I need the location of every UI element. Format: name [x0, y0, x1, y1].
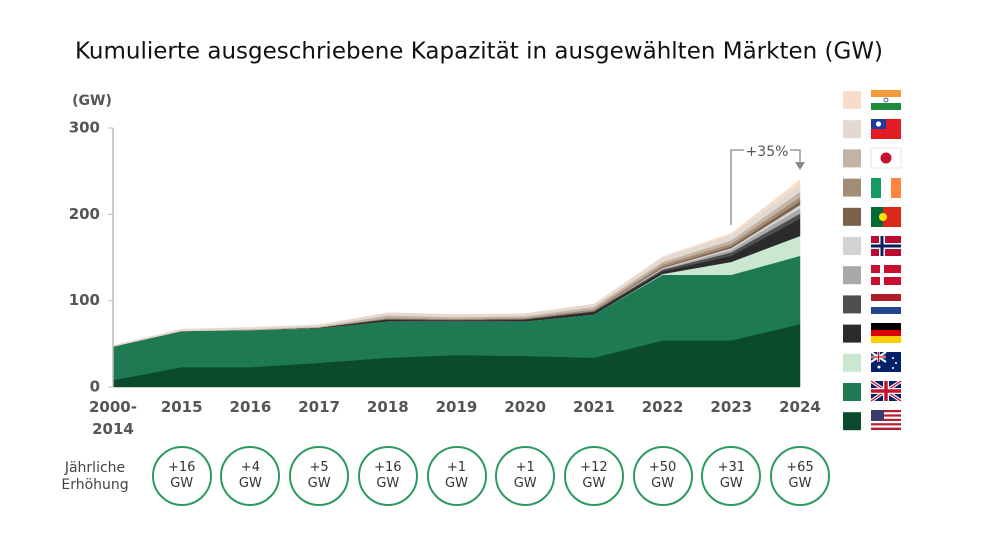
legend-swatch [843, 91, 861, 109]
flag-netherlands [871, 294, 901, 314]
annual-increase: +50 GW [632, 446, 693, 506]
y-tick-label: 0 [90, 378, 100, 396]
flag-india [871, 90, 901, 110]
legend-swatch [843, 207, 861, 226]
x-tick-label: 2021 [573, 398, 615, 416]
legend-swatch [843, 353, 861, 372]
annotation-arrow [795, 162, 805, 170]
chart-title: Kumulierte ausgeschriebene Kapazität in … [75, 39, 883, 65]
flag-taiwan [871, 119, 901, 139]
y-axis-label: (GW) [72, 93, 112, 109]
legend-swatch [843, 324, 861, 343]
legend-swatch [843, 412, 861, 431]
legend-swatch [843, 266, 861, 285]
x-tick-label: 2015 [160, 398, 203, 416]
x-tick-label: 2024 [779, 398, 821, 416]
flag-norway [871, 236, 901, 256]
x-tick-label: 2020 [504, 398, 547, 416]
flag-usa [871, 410, 901, 430]
flag-australia [870, 351, 901, 372]
legend-swatch [843, 383, 861, 401]
y-tick-label: 300 [69, 119, 100, 137]
legend-swatch [843, 149, 861, 168]
annotation-bg [744, 142, 790, 160]
flag-uk [870, 379, 902, 403]
annual-increase: +4 GW [220, 446, 281, 506]
flag-japan [870, 147, 902, 169]
legend-swatch [843, 295, 861, 314]
x-tick-label: 2023 [710, 398, 753, 416]
legend-swatch [843, 120, 861, 139]
annual-increase: +31 GW [701, 446, 762, 506]
annotation: +35% [746, 144, 789, 160]
x-tick-label: 2000- 2014 [89, 398, 137, 438]
y-tick-label: 100 [69, 291, 100, 309]
x-tick-label: 2016 [229, 398, 272, 416]
annual-increase: +1 GW [495, 446, 556, 506]
flag-denmark [871, 265, 901, 285]
annual-increase: +16 GW [357, 446, 418, 506]
annual-increase: +1 GW [426, 446, 487, 506]
annual-increase: +12 GW [563, 446, 624, 506]
flag-germany [871, 323, 901, 343]
legend-swatch [843, 178, 861, 197]
annual-increase: +5 GW [289, 446, 350, 506]
annual-increase: +65 GW [770, 446, 830, 506]
x-tick-label: 2019 [435, 398, 478, 416]
flags [870, 90, 902, 430]
legend-swatch [843, 237, 861, 255]
x-tick-label: 2018 [366, 398, 409, 416]
annual-increase: +16 GW [151, 446, 212, 506]
area [112, 179, 801, 346]
flag-ireland [871, 178, 901, 198]
areas [112, 179, 801, 388]
y-tick-label: 200 [69, 205, 100, 223]
flag-portugal [871, 207, 901, 227]
annual-increase-label: Jährliche Erhöhung [61, 460, 129, 493]
x-tick-label: 2022 [641, 398, 684, 416]
x-tick-label: 2017 [298, 398, 340, 416]
